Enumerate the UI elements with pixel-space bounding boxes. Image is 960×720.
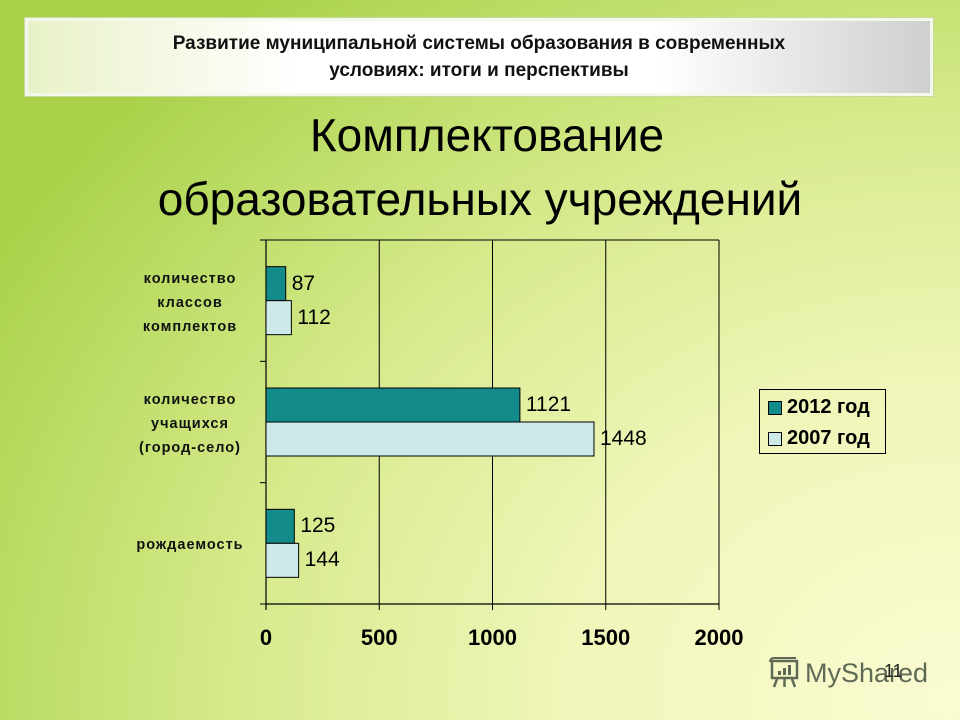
- banner-line-1: Развитие муниципальной системы образован…: [172, 33, 786, 54]
- chart-legend: 2012 год 2007 год: [759, 389, 886, 454]
- bar-2012: [265, 387, 521, 423]
- legend-swatch-2007: [768, 431, 782, 446]
- legend-label-2012: 2012 год: [787, 396, 870, 418]
- bar-2012: [265, 508, 295, 544]
- legend-item-2007: 2007 год: [768, 427, 870, 450]
- x-tick-label: 0: [259, 625, 273, 650]
- category-label: количество классов комплектов: [142, 270, 238, 335]
- bar-2007: [265, 421, 595, 457]
- value-label: 112: [297, 305, 331, 329]
- bar-2012: [265, 266, 287, 302]
- category-label: рождаемость: [136, 537, 244, 554]
- slide-title-line-1: Комплектование: [309, 109, 665, 161]
- bar-2007: [265, 300, 292, 336]
- slide-number: 11: [884, 661, 903, 681]
- header-banner: Развитие муниципальной системы образован…: [25, 18, 933, 96]
- presentation-board-icon: [769, 657, 799, 688]
- value-label: 1121: [525, 393, 572, 416]
- legend-label-2007: 2007 год: [787, 427, 870, 449]
- x-tick-label: 500: [360, 625, 398, 650]
- value-label: 125: [300, 514, 336, 538]
- legend-item-2012: 2012 год: [768, 396, 870, 419]
- category-label: количество учащихся (город-село): [139, 392, 241, 456]
- banner-text: Развитие муниципальной системы образован…: [173, 30, 786, 84]
- x-tick-label: 2000: [694, 625, 744, 650]
- bar-2007: [265, 542, 300, 578]
- value-label: 144: [304, 548, 340, 572]
- banner-line-2: условиях: итоги и перспективы: [329, 60, 629, 81]
- value-label: 1448: [599, 427, 647, 450]
- watermark: MyShared: [767, 656, 928, 690]
- x-tick-label: 1500: [581, 625, 631, 650]
- watermark-text: MyShared: [805, 657, 929, 688]
- legend-swatch-2012: [768, 400, 782, 415]
- x-tick-label: 1000: [468, 625, 517, 650]
- value-label: 87: [291, 271, 316, 295]
- slide-title-line-2: образовательных учреждений: [157, 173, 803, 225]
